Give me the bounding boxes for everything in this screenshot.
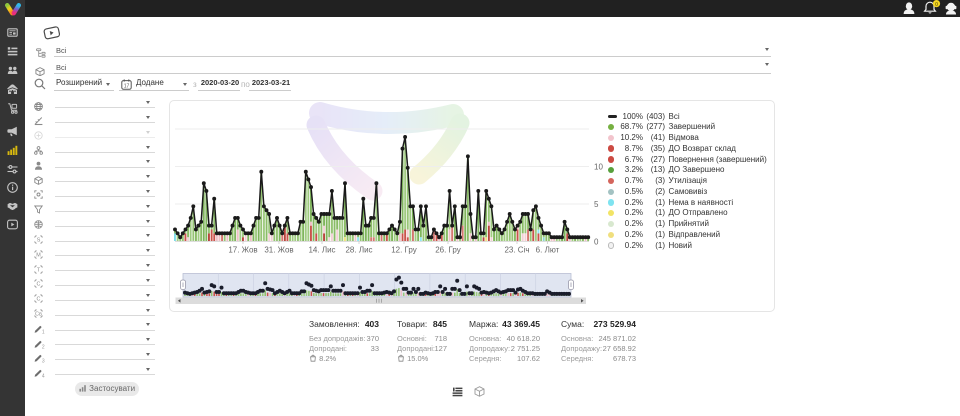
svg-text:C: C bbox=[37, 282, 41, 288]
svg-text:C: C bbox=[37, 297, 41, 303]
svg-text:23. Січ: 23. Січ bbox=[504, 246, 529, 255]
svg-text:4: 4 bbox=[42, 374, 45, 378]
svg-text:17: 17 bbox=[124, 83, 130, 89]
svg-text:M: M bbox=[36, 252, 41, 258]
svg-text:14. Лис: 14. Лис bbox=[308, 246, 335, 255]
svg-text:2: 2 bbox=[42, 344, 45, 348]
svg-text:0: 0 bbox=[935, 2, 938, 8]
svg-text:S: S bbox=[37, 237, 41, 243]
svg-text:12. Гру: 12. Гру bbox=[391, 246, 417, 255]
svg-text:T: T bbox=[37, 267, 41, 273]
svg-text:6. Лют: 6. Лют bbox=[536, 246, 560, 255]
svg-text:0: 0 bbox=[594, 238, 599, 247]
svg-text:10: 10 bbox=[594, 163, 603, 172]
svg-text:1: 1 bbox=[42, 329, 45, 333]
svg-text:Св: Св bbox=[35, 311, 42, 317]
svg-text:5: 5 bbox=[594, 200, 599, 209]
svg-text:3: 3 bbox=[42, 359, 45, 363]
svg-text:31. Жов: 31. Жов bbox=[264, 246, 293, 255]
svg-text:17. Жов: 17. Жов bbox=[228, 246, 257, 255]
svg-text:26. Гру: 26. Гру bbox=[435, 246, 461, 255]
svg-text:28. Лис: 28. Лис bbox=[345, 246, 372, 255]
